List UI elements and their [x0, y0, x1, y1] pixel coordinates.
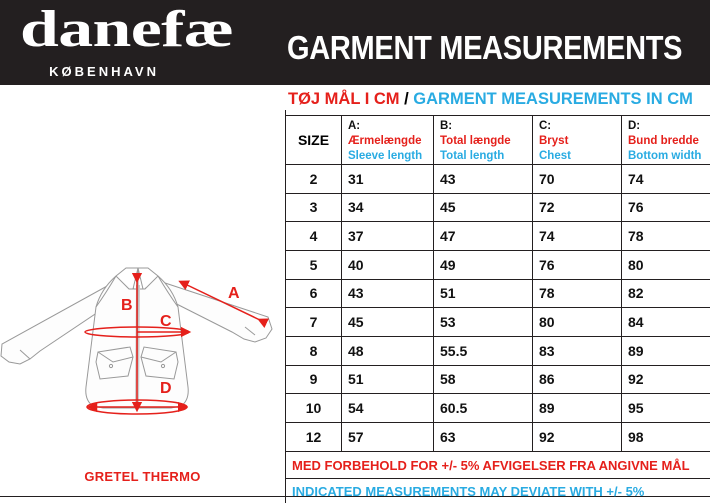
svg-text:B: B: [121, 297, 133, 314]
svg-text:D: D: [160, 380, 172, 397]
svg-text:C: C: [160, 313, 172, 330]
svg-text:A: A: [228, 285, 240, 302]
